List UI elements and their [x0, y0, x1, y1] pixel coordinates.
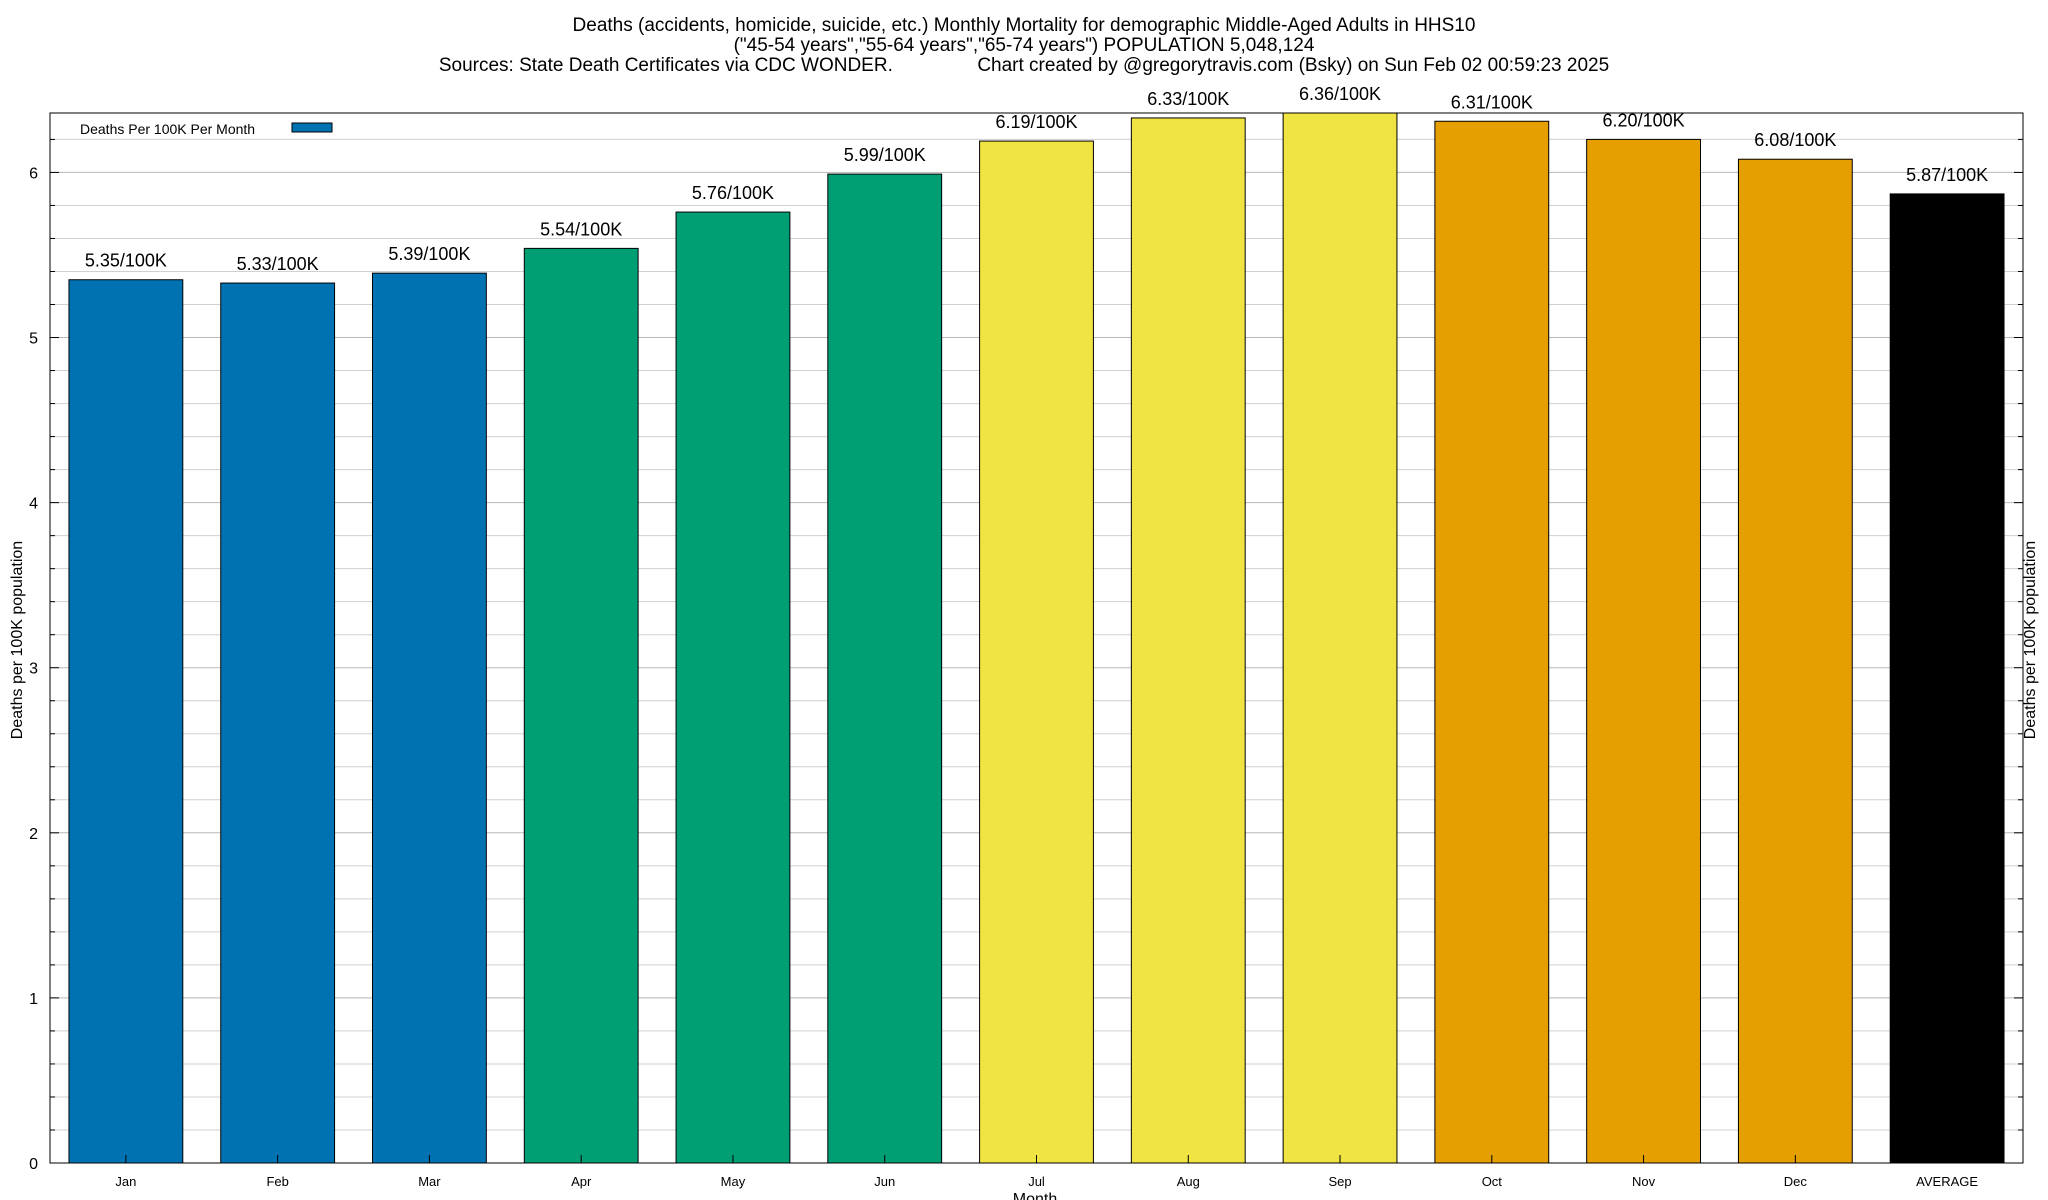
- legend-label: Deaths Per 100K Per Month: [80, 121, 255, 137]
- y-tick-label: 0: [29, 1156, 38, 1173]
- x-tick-label: Oct: [1482, 1174, 1503, 1189]
- data-label: 6.20/100K: [1603, 110, 1685, 130]
- y-tick-label: 2: [29, 826, 38, 843]
- x-tick-label: Dec: [1784, 1174, 1808, 1189]
- category-labels: Jan Feb Mar Apr May Jun Jul Aug Sep Oct Nov Dec AVER…: [115, 1174, 1978, 1189]
- y-tick-label: 6: [29, 165, 38, 182]
- data-label: 5.54/100K: [540, 219, 622, 239]
- y2-axis-label: Deaths per 100K population: [2022, 541, 2039, 739]
- data-label: 5.33/100K: [237, 254, 319, 274]
- x-tick-label: Jul: [1028, 1174, 1045, 1189]
- chart-title-line-2: ("45-54 years","55-64 years","65-74 year…: [734, 35, 1315, 56]
- x-tick-label: Apr: [571, 1174, 592, 1189]
- y-tick-label: 5: [29, 331, 38, 348]
- data-label: 6.19/100K: [995, 112, 1077, 132]
- bar-dec: [1737, 158, 1853, 1164]
- data-label: 5.87/100K: [1906, 165, 1988, 185]
- x-tick-label: Feb: [266, 1174, 288, 1189]
- data-labels: 5.35/100K 5.33/100K 5.39/100K 5.54/100K 5.76…: [85, 84, 1988, 274]
- chart-title-line-1: Deaths (accidents, homicide, suicide, et…: [573, 15, 1476, 36]
- legend: Deaths Per 100K Per Month: [80, 121, 333, 137]
- y-tick-label: 1: [29, 991, 38, 1008]
- y-axis-label: Deaths per 100K population: [9, 541, 26, 739]
- bar-average: [1889, 193, 2005, 1164]
- x-tick-label: Mar: [418, 1174, 441, 1189]
- data-label: 6.33/100K: [1147, 89, 1229, 109]
- y-tick-label: 4: [29, 496, 38, 513]
- bar-feb: [220, 282, 336, 1164]
- bar-apr: [523, 247, 639, 1164]
- bar-nov: [1586, 138, 1701, 1164]
- y-tick-label: 3: [29, 661, 38, 678]
- bar-jun: [827, 173, 943, 1164]
- data-label: 6.36/100K: [1299, 84, 1381, 104]
- x-tick-label: Jun: [874, 1174, 895, 1189]
- bar-oct: [1434, 120, 1550, 1164]
- data-label: 6.08/100K: [1754, 130, 1836, 150]
- bar-jan: [68, 279, 184, 1164]
- x-tick-label: Aug: [1177, 1174, 1200, 1189]
- x-tick-label: Nov: [1632, 1174, 1656, 1189]
- data-label: 5.39/100K: [388, 244, 470, 264]
- bar-aug: [1130, 117, 1246, 1164]
- x-tick-label: Sep: [1328, 1174, 1351, 1189]
- x-tick-label: AVERAGE: [1916, 1174, 1978, 1189]
- x-tick-label: May: [721, 1174, 746, 1189]
- axis-ticks: 0 1 2 3 4 5 6: [29, 138, 2023, 1173]
- data-label: 6.31/100K: [1451, 92, 1533, 112]
- legend-swatch: [291, 122, 333, 133]
- data-label: 5.76/100K: [692, 183, 774, 203]
- plot-border: [49, 112, 2024, 1164]
- x-tick-label: Jan: [115, 1174, 136, 1189]
- data-label: 5.35/100K: [85, 251, 167, 271]
- bar-may: [675, 211, 791, 1164]
- bar-sep: [1282, 112, 1398, 1164]
- bar-jul: [979, 140, 1094, 1164]
- chart-title-line-3: Sources: State Death Certificates via CD…: [439, 55, 1609, 76]
- bar-mar: [372, 272, 487, 1164]
- x-axis-label: Month: [1013, 1191, 1057, 1200]
- data-label: 5.99/100K: [844, 145, 926, 165]
- bars: [68, 112, 2005, 1164]
